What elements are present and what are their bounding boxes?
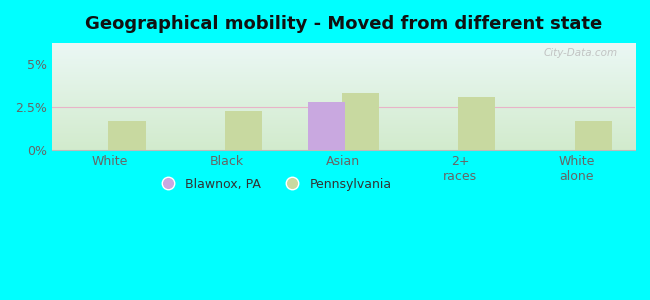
Bar [308,102,345,150]
Title: Geographical mobility - Moved from different state: Geographical mobility - Moved from diffe… [84,15,602,33]
Legend: Blawnox, PA, Pennsylvania: Blawnox, PA, Pennsylvania [150,173,396,196]
Bar [575,121,612,150]
Text: City-Data.com: City-Data.com [543,48,618,58]
Bar [458,97,495,150]
Bar [108,121,146,150]
Bar [225,111,262,150]
Bar [341,93,379,150]
